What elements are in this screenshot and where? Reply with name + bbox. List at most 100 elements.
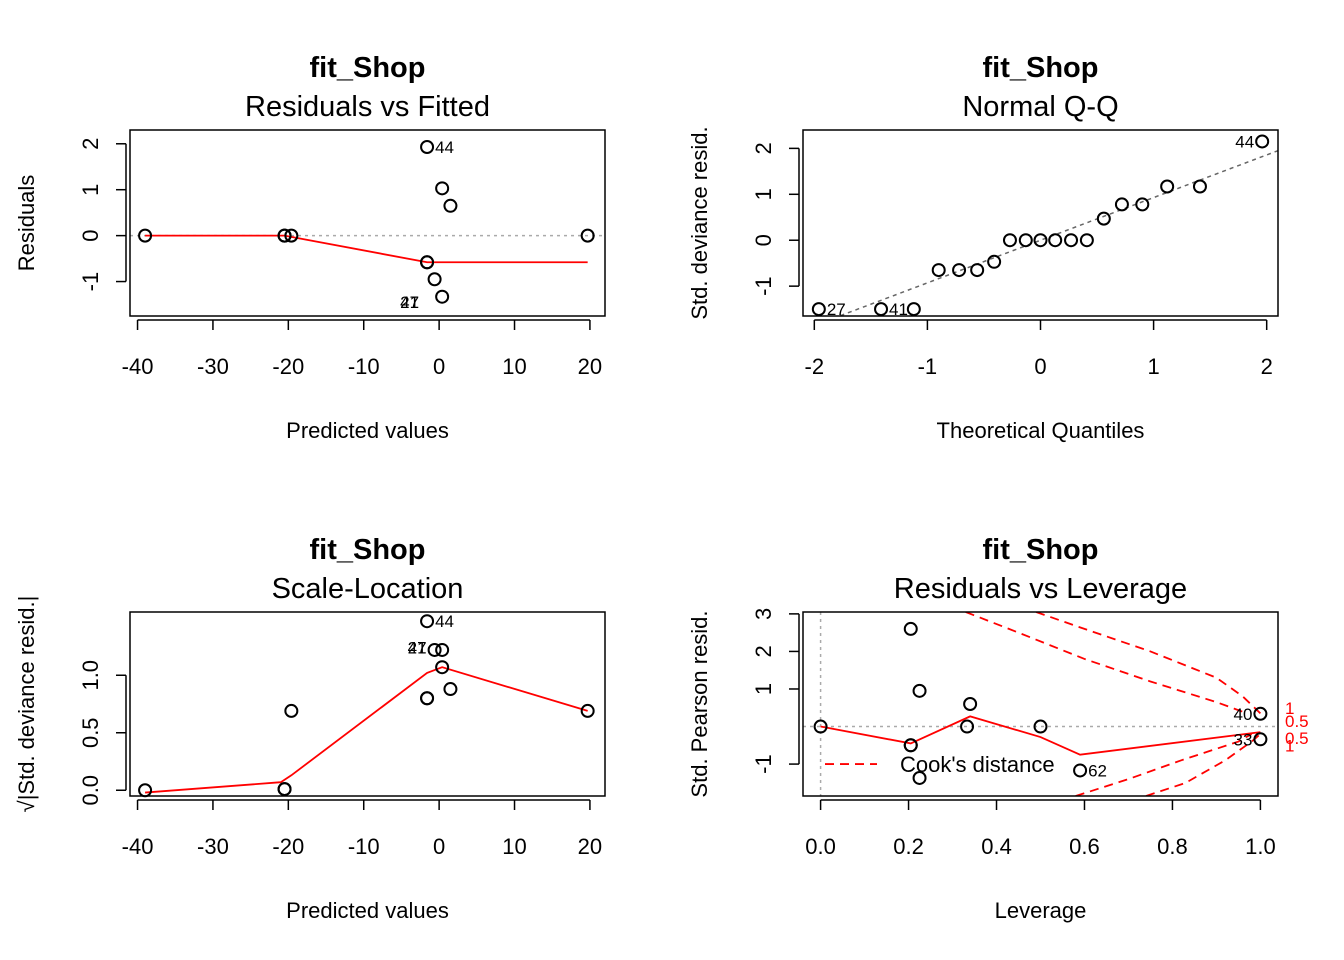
data-point <box>1073 763 1088 778</box>
data-point <box>1018 233 1033 248</box>
x-tick-label: -40 <box>122 834 154 859</box>
y-tick-label: -1 <box>751 754 776 774</box>
chart-title: fit_Shop <box>310 52 426 84</box>
data-point <box>443 198 458 213</box>
data-point <box>1255 134 1270 149</box>
point-label: 41 <box>408 639 427 658</box>
point-label: 44 <box>435 612 454 631</box>
x-axis: 0.0 0.2 0.4 0.6 0.8 1.0 <box>805 799 1276 859</box>
x-tick-label: 0.6 <box>1069 834 1100 859</box>
chart-subtitle: Normal Q-Q <box>962 91 1118 123</box>
x-tick-label: 0 <box>433 834 445 859</box>
y-tick-label: -1 <box>751 276 776 296</box>
data-point <box>277 228 292 243</box>
data-point <box>1033 233 1048 248</box>
y-tick-label: 2 <box>78 138 103 150</box>
data-point <box>420 139 435 154</box>
plot-frame <box>802 611 1279 797</box>
point-label: 41 <box>889 300 908 319</box>
point-label: 44 <box>1235 132 1254 151</box>
y-axis: -1 1 2 3 <box>751 608 800 774</box>
data-point <box>1064 233 1079 248</box>
point-label: 27 <box>827 300 846 319</box>
plot-frame <box>802 129 1279 317</box>
chart-subtitle: Scale-Location <box>272 573 464 605</box>
data-point <box>1096 211 1111 226</box>
plot-frame <box>129 611 606 797</box>
data-point <box>987 254 1002 269</box>
data-point <box>970 263 985 278</box>
data-point <box>138 783 153 798</box>
plot-area <box>130 234 605 264</box>
y-axis-label: √|Std. deviance resid.| <box>14 596 39 813</box>
y-tick-label: 2 <box>751 142 776 154</box>
y-tick-label: 2 <box>751 645 776 657</box>
data-point <box>1079 233 1094 248</box>
cooks-distance-contour <box>1075 733 1253 796</box>
data-point <box>813 719 828 734</box>
x-tick-label: -1 <box>918 354 938 379</box>
data-point <box>580 228 595 243</box>
x-tick-label: 2 <box>1261 354 1273 379</box>
data-point <box>874 302 889 317</box>
x-tick-label: -40 <box>122 354 154 379</box>
data-point <box>960 719 975 734</box>
data-point <box>284 228 299 243</box>
chart-subtitle: Residuals vs Leverage <box>894 573 1187 605</box>
data-point <box>435 660 450 675</box>
y-tick-label: 1 <box>78 184 103 196</box>
y-axis: -1 0 1 2 <box>751 142 800 296</box>
smooth-line <box>145 234 588 264</box>
data-point <box>1192 179 1207 194</box>
x-axis-label: Theoretical Quantiles <box>937 418 1145 443</box>
qq-reference-line <box>837 149 1278 316</box>
point-label: 27 <box>408 639 427 658</box>
x-tick-label: 0.0 <box>805 834 836 859</box>
x-axis: -40 -30 -20 -10 0 10 20 <box>122 799 602 859</box>
y-tick-label: 0.5 <box>78 717 103 748</box>
data-point <box>903 621 918 636</box>
legend-label: Cook's distance <box>900 752 1055 777</box>
chart-title: fit_Shop <box>983 52 1099 84</box>
data-point <box>435 642 450 657</box>
x-tick-label: -10 <box>348 354 380 379</box>
data-point <box>435 181 450 196</box>
cooks-level-label: 0.5 <box>1285 729 1309 748</box>
data-point <box>963 697 978 711</box>
data-point <box>912 770 927 785</box>
data-point <box>443 682 458 697</box>
data-point <box>1048 233 1063 248</box>
cooks-distance-contour <box>965 612 1248 715</box>
x-tick-label: -30 <box>197 354 229 379</box>
data-point <box>1253 732 1268 747</box>
y-axis: 0.0 0.5 1.0 <box>78 660 127 806</box>
point-label: 62 <box>1088 761 1107 780</box>
y-tick-label: 0 <box>751 234 776 246</box>
x-tick-label: 10 <box>502 834 526 859</box>
data-point <box>1160 179 1175 194</box>
x-axis-label: Leverage <box>995 898 1087 923</box>
cooks-distance-contour <box>1035 612 1262 715</box>
data-point <box>931 263 946 278</box>
data-point <box>420 255 435 270</box>
x-tick-label: 1.0 <box>1245 834 1276 859</box>
cooks-level-label: 0.5 <box>1285 712 1309 731</box>
data-point <box>420 614 435 629</box>
data-point <box>138 228 153 243</box>
data-point <box>952 263 967 278</box>
chart-title: fit_Shop <box>310 534 426 566</box>
point-label: 41 <box>400 293 419 312</box>
y-axis-label: Residuals <box>14 175 39 272</box>
x-tick-label: 0 <box>433 354 445 379</box>
x-tick-label: -2 <box>805 354 825 379</box>
x-tick-label: 20 <box>578 354 602 379</box>
x-tick-label: 1 <box>1147 354 1159 379</box>
data-point <box>1135 197 1150 212</box>
x-tick-label: 0 <box>1034 354 1046 379</box>
data-point <box>435 289 450 304</box>
data-point <box>1033 719 1048 734</box>
point-label: 33 <box>1233 730 1252 749</box>
x-tick-label: 0.2 <box>893 834 924 859</box>
